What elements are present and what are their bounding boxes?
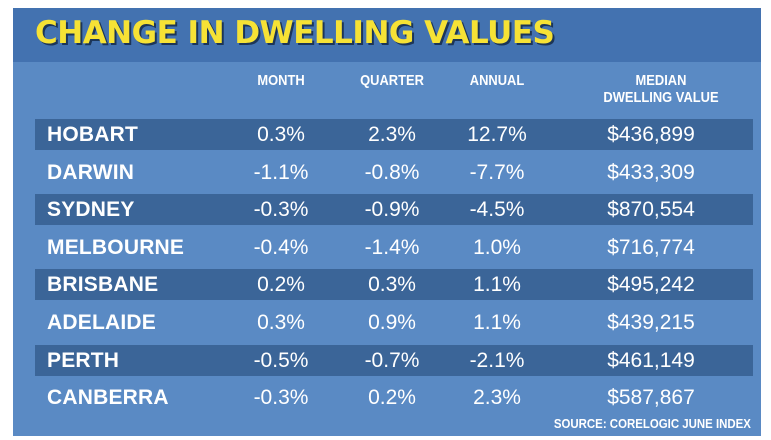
table-row: PERTH -0.5% -0.7% -2.1% $461,149 bbox=[35, 344, 753, 376]
cell-annual: 1.0% bbox=[473, 235, 521, 259]
cell-month: 0.2% bbox=[257, 273, 305, 297]
table-panel: CHANGE IN DWELLING VALUES MONTH QUARTER … bbox=[13, 8, 761, 436]
cell-median: $439,215 bbox=[607, 311, 695, 334]
table-title: CHANGE IN DWELLING VALUES bbox=[35, 15, 555, 51]
cell-quarter: 0.2% bbox=[368, 386, 416, 410]
cell-median: $716,774 bbox=[607, 235, 695, 259]
cell-median: $495,242 bbox=[607, 273, 695, 297]
cell-month: -1.1% bbox=[253, 160, 309, 184]
city-name: ADELAIDE bbox=[47, 311, 156, 334]
column-header-quarter: QUARTER bbox=[360, 72, 424, 89]
cell-annual: 1.1% bbox=[473, 311, 521, 334]
city-name: BRISBANE bbox=[47, 273, 159, 297]
cell-annual: -7.7% bbox=[469, 160, 525, 184]
column-header-month: MONTH bbox=[257, 72, 305, 89]
table-row: ADELAIDE 0.3% 0.9% 1.1% $439,215 bbox=[35, 307, 753, 338]
city-name: PERTH bbox=[47, 348, 120, 372]
cell-annual: 12.7% bbox=[467, 123, 527, 146]
city-name: SYDNEY bbox=[47, 198, 135, 222]
city-name: HOBART bbox=[47, 123, 139, 146]
cell-annual: -2.1% bbox=[469, 348, 525, 372]
column-header-median: MEDIAN DWELLING VALUE bbox=[603, 72, 719, 106]
cell-annual: 2.3% bbox=[473, 386, 521, 410]
cell-month: -0.4% bbox=[253, 235, 309, 259]
cell-median: $433,309 bbox=[607, 160, 695, 184]
table-row: BRISBANE 0.2% 0.3% 1.1% $495,242 bbox=[35, 269, 753, 301]
city-name: CANBERRA bbox=[47, 386, 169, 410]
cell-median: $870,554 bbox=[607, 198, 695, 222]
city-name: MELBOURNE bbox=[47, 235, 185, 259]
cell-median: $587,867 bbox=[607, 386, 695, 410]
table-row: HOBART 0.3% 2.3% 12.7% $436,899 bbox=[35, 119, 753, 150]
table-row: DARWIN -1.1% -0.8% -7.7% $433,309 bbox=[35, 157, 753, 188]
cell-quarter: 0.3% bbox=[368, 273, 416, 297]
cell-quarter: -0.7% bbox=[364, 348, 420, 372]
cell-quarter: -1.4% bbox=[364, 235, 420, 259]
source-note: SOURCE: CORELOGIC JUNE INDEX bbox=[553, 416, 751, 431]
cell-quarter: -0.9% bbox=[364, 198, 420, 222]
cell-month: -0.5% bbox=[253, 348, 309, 372]
city-name: DARWIN bbox=[47, 160, 135, 184]
cell-month: 0.3% bbox=[257, 311, 305, 334]
cell-median: $461,149 bbox=[607, 348, 695, 372]
cell-quarter: 2.3% bbox=[368, 123, 416, 146]
cell-median: $436,899 bbox=[607, 123, 695, 146]
column-header-annual: ANNUAL bbox=[469, 72, 525, 89]
cell-month: 0.3% bbox=[257, 123, 305, 146]
title-bar: CHANGE IN DWELLING VALUES bbox=[13, 8, 761, 62]
cell-annual: -4.5% bbox=[469, 198, 525, 222]
table-row: SYDNEY -0.3% -0.9% -4.5% $870,554 bbox=[35, 194, 753, 226]
cell-quarter: -0.8% bbox=[364, 160, 420, 184]
cell-month: -0.3% bbox=[253, 386, 309, 410]
cell-month: -0.3% bbox=[253, 198, 309, 222]
cell-annual: 1.1% bbox=[473, 273, 521, 297]
table-row: CANBERRA -0.3% 0.2% 2.3% $587,867 bbox=[35, 382, 753, 413]
cell-quarter: 0.9% bbox=[368, 311, 416, 334]
table-row: MELBOURNE -0.4% -1.4% 1.0% $716,774 bbox=[35, 232, 753, 263]
